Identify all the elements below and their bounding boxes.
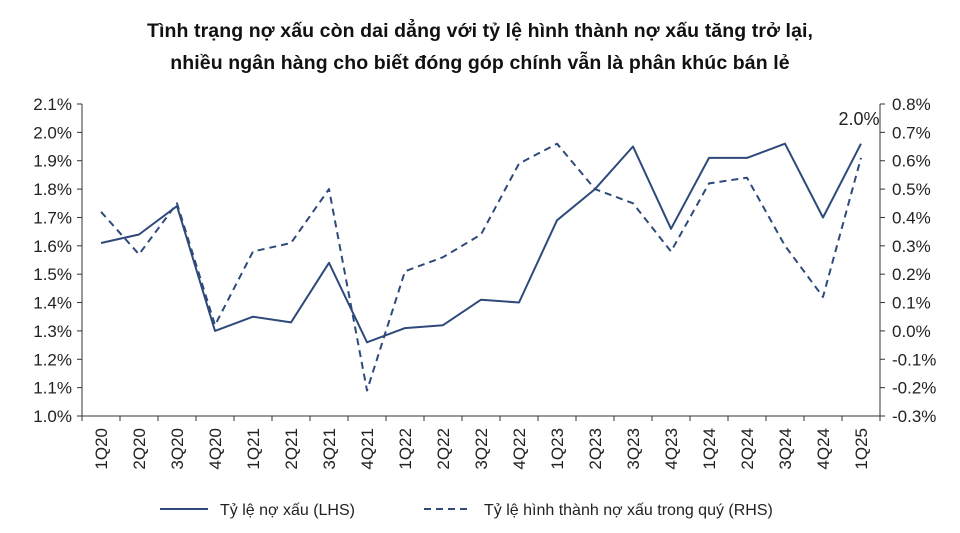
right-tick-label: 0.6% (892, 152, 931, 171)
x-tick-label: 4Q22 (510, 428, 529, 470)
right-tick-label: 0.1% (892, 294, 931, 313)
right-tick-label: 0.7% (892, 123, 931, 142)
chart-title: Tình trạng nợ xấu còn dai dẳng với tỷ lệ… (146, 20, 814, 42)
left-tick-label: 1.1% (33, 379, 72, 398)
x-tick-label: 2Q20 (130, 428, 149, 470)
left-tick-label: 1.6% (33, 237, 72, 256)
left-tick-label: 1.0% (33, 407, 72, 426)
x-tick-label: 3Q21 (320, 428, 339, 470)
x-tick-label: 2Q22 (434, 428, 453, 470)
right-tick-label: 0.4% (892, 208, 931, 227)
data-label: 2.0% (838, 109, 879, 129)
left-tick-label: 1.3% (33, 322, 72, 341)
x-tick-label: 3Q20 (168, 428, 187, 470)
x-tick-label: 2Q23 (586, 428, 605, 470)
x-tick-label: 1Q20 (92, 428, 111, 470)
x-tick-label: 1Q21 (244, 428, 263, 470)
x-tick-label: 1Q22 (396, 428, 415, 470)
left-tick-label: 1.2% (33, 350, 72, 369)
chart-subtitle: nhiều ngân hàng cho biết đóng góp chính … (170, 52, 790, 74)
right-tick-label: -0.2% (892, 379, 936, 398)
x-tick-label: 3Q23 (624, 428, 643, 470)
x-tick-label: 2Q21 (282, 428, 301, 470)
left-tick-label: 2.1% (33, 95, 72, 114)
right-tick-label: -0.3% (892, 407, 936, 426)
left-tick-label: 1.4% (33, 294, 72, 313)
left-tick-label: 1.8% (33, 180, 72, 199)
legend-label-lhs: Tỷ lệ nợ xấu (LHS) (220, 502, 355, 519)
series-line-rhs (100, 142, 862, 392)
x-tick-label: 4Q20 (206, 428, 225, 470)
right-tick-label: 0.3% (892, 237, 931, 256)
x-tick-label: 4Q24 (814, 428, 833, 470)
right-tick-label: 0.0% (892, 322, 931, 341)
x-tick-label: 4Q23 (662, 428, 681, 470)
right-tick-label: 0.5% (892, 180, 931, 199)
right-tick-label: 0.2% (892, 265, 931, 284)
x-tick-label: 4Q21 (358, 428, 377, 470)
left-tick-label: 1.9% (33, 152, 72, 171)
right-tick-label: 0.8% (892, 95, 931, 114)
left-tick-label: 2.0% (33, 123, 72, 142)
x-tick-label: 2Q24 (738, 428, 757, 470)
left-tick-label: 1.7% (33, 208, 72, 227)
x-tick-label: 3Q22 (472, 428, 491, 470)
x-tick-label: 1Q24 (700, 428, 719, 470)
legend-label-rhs: Tỷ lệ hình thành nợ xấu trong quý (RHS) (484, 502, 773, 519)
right-tick-label: -0.1% (892, 350, 936, 369)
x-tick-label: 1Q23 (548, 428, 567, 470)
x-tick-label: 3Q24 (776, 428, 795, 470)
series-line-lhs (100, 142, 862, 344)
x-tick-label: 1Q25 (852, 428, 871, 470)
left-tick-label: 1.5% (33, 265, 72, 284)
